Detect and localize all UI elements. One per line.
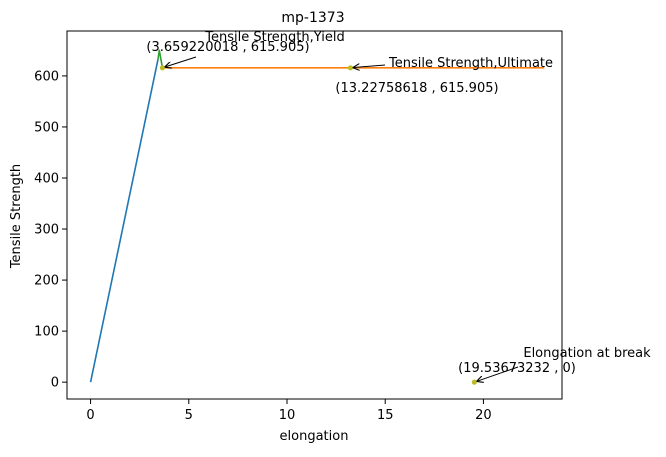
y-tick-label: 300	[34, 223, 59, 238]
annotation-yield-coords: (3.659220018 , 615.905)	[146, 40, 309, 55]
annotation-break-arrow	[477, 366, 519, 381]
break-marker	[471, 379, 477, 385]
yield-marker	[159, 65, 166, 71]
x-tick-label: 10	[279, 408, 296, 423]
chart-title: mp-1373	[281, 10, 344, 26]
annotation-yield-arrow	[165, 56, 197, 67]
annotation-break-coords: (19.53673232 , 0)	[458, 361, 576, 376]
plot-frame	[66, 30, 563, 400]
annotation-yield: Tensile Strength,Yield (3.659220018 , 61…	[146, 30, 345, 67]
annotation-yield-label: Tensile Strength,Yield	[204, 30, 344, 45]
marker-layer	[159, 65, 477, 385]
annotation-break-label: Elongation at break	[523, 346, 651, 361]
y-tick-label: 200	[34, 274, 59, 289]
x-tick-label: 15	[377, 408, 394, 423]
series-layer	[89, 49, 545, 383]
ultimate-marker	[347, 65, 353, 71]
yield-segment-line	[157, 49, 164, 68]
y-tick-label: 0	[51, 376, 59, 391]
annotation-ultimate-arrow	[353, 65, 386, 68]
x-tick-label: 20	[475, 408, 492, 423]
x-tick-label: 5	[185, 408, 193, 423]
annotation-break: Elongation at break (19.53673232 , 0)	[458, 346, 651, 381]
y-tick-label: 100	[34, 325, 59, 340]
annotation-ultimate-coords: (13.22758618 , 615.905)	[335, 81, 498, 96]
elastic-line	[89, 59, 159, 383]
y-axis-label: Tensile Strength	[9, 164, 24, 269]
y-tick-label: 500	[34, 120, 59, 135]
y-axis: 0 100 200 300 400 500 600	[34, 69, 67, 391]
x-axis-label: elongation	[280, 429, 349, 444]
y-tick-label: 600	[34, 69, 59, 84]
annotation-ultimate: Tensile Strength,Ultimate (13.22758618 ,…	[335, 56, 553, 96]
x-tick-label: 0	[86, 408, 94, 423]
x-axis: 0 5 10 15 20	[86, 399, 492, 423]
y-tick-label: 400	[34, 171, 59, 186]
annotation-ultimate-label: Tensile Strength,Ultimate	[388, 56, 553, 71]
